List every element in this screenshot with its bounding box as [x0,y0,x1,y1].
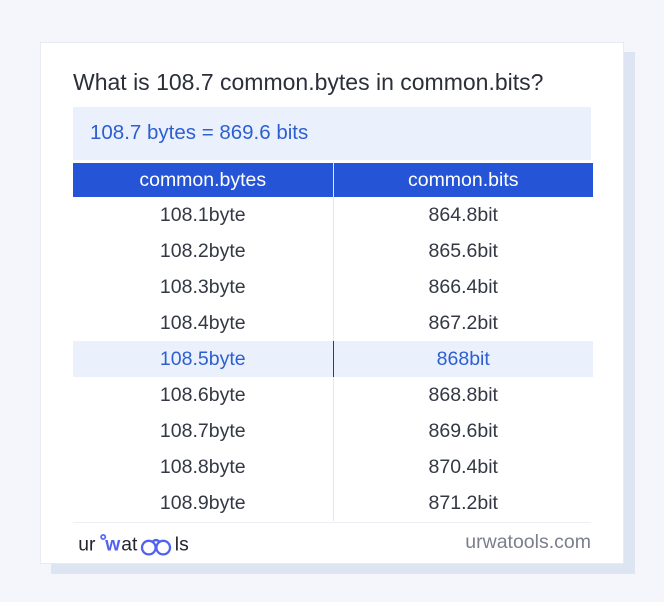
svg-text:at: at [121,535,138,556]
svg-text:w: w [104,535,121,556]
svg-text:ur: ur [78,535,96,556]
svg-text:ls: ls [175,535,189,556]
